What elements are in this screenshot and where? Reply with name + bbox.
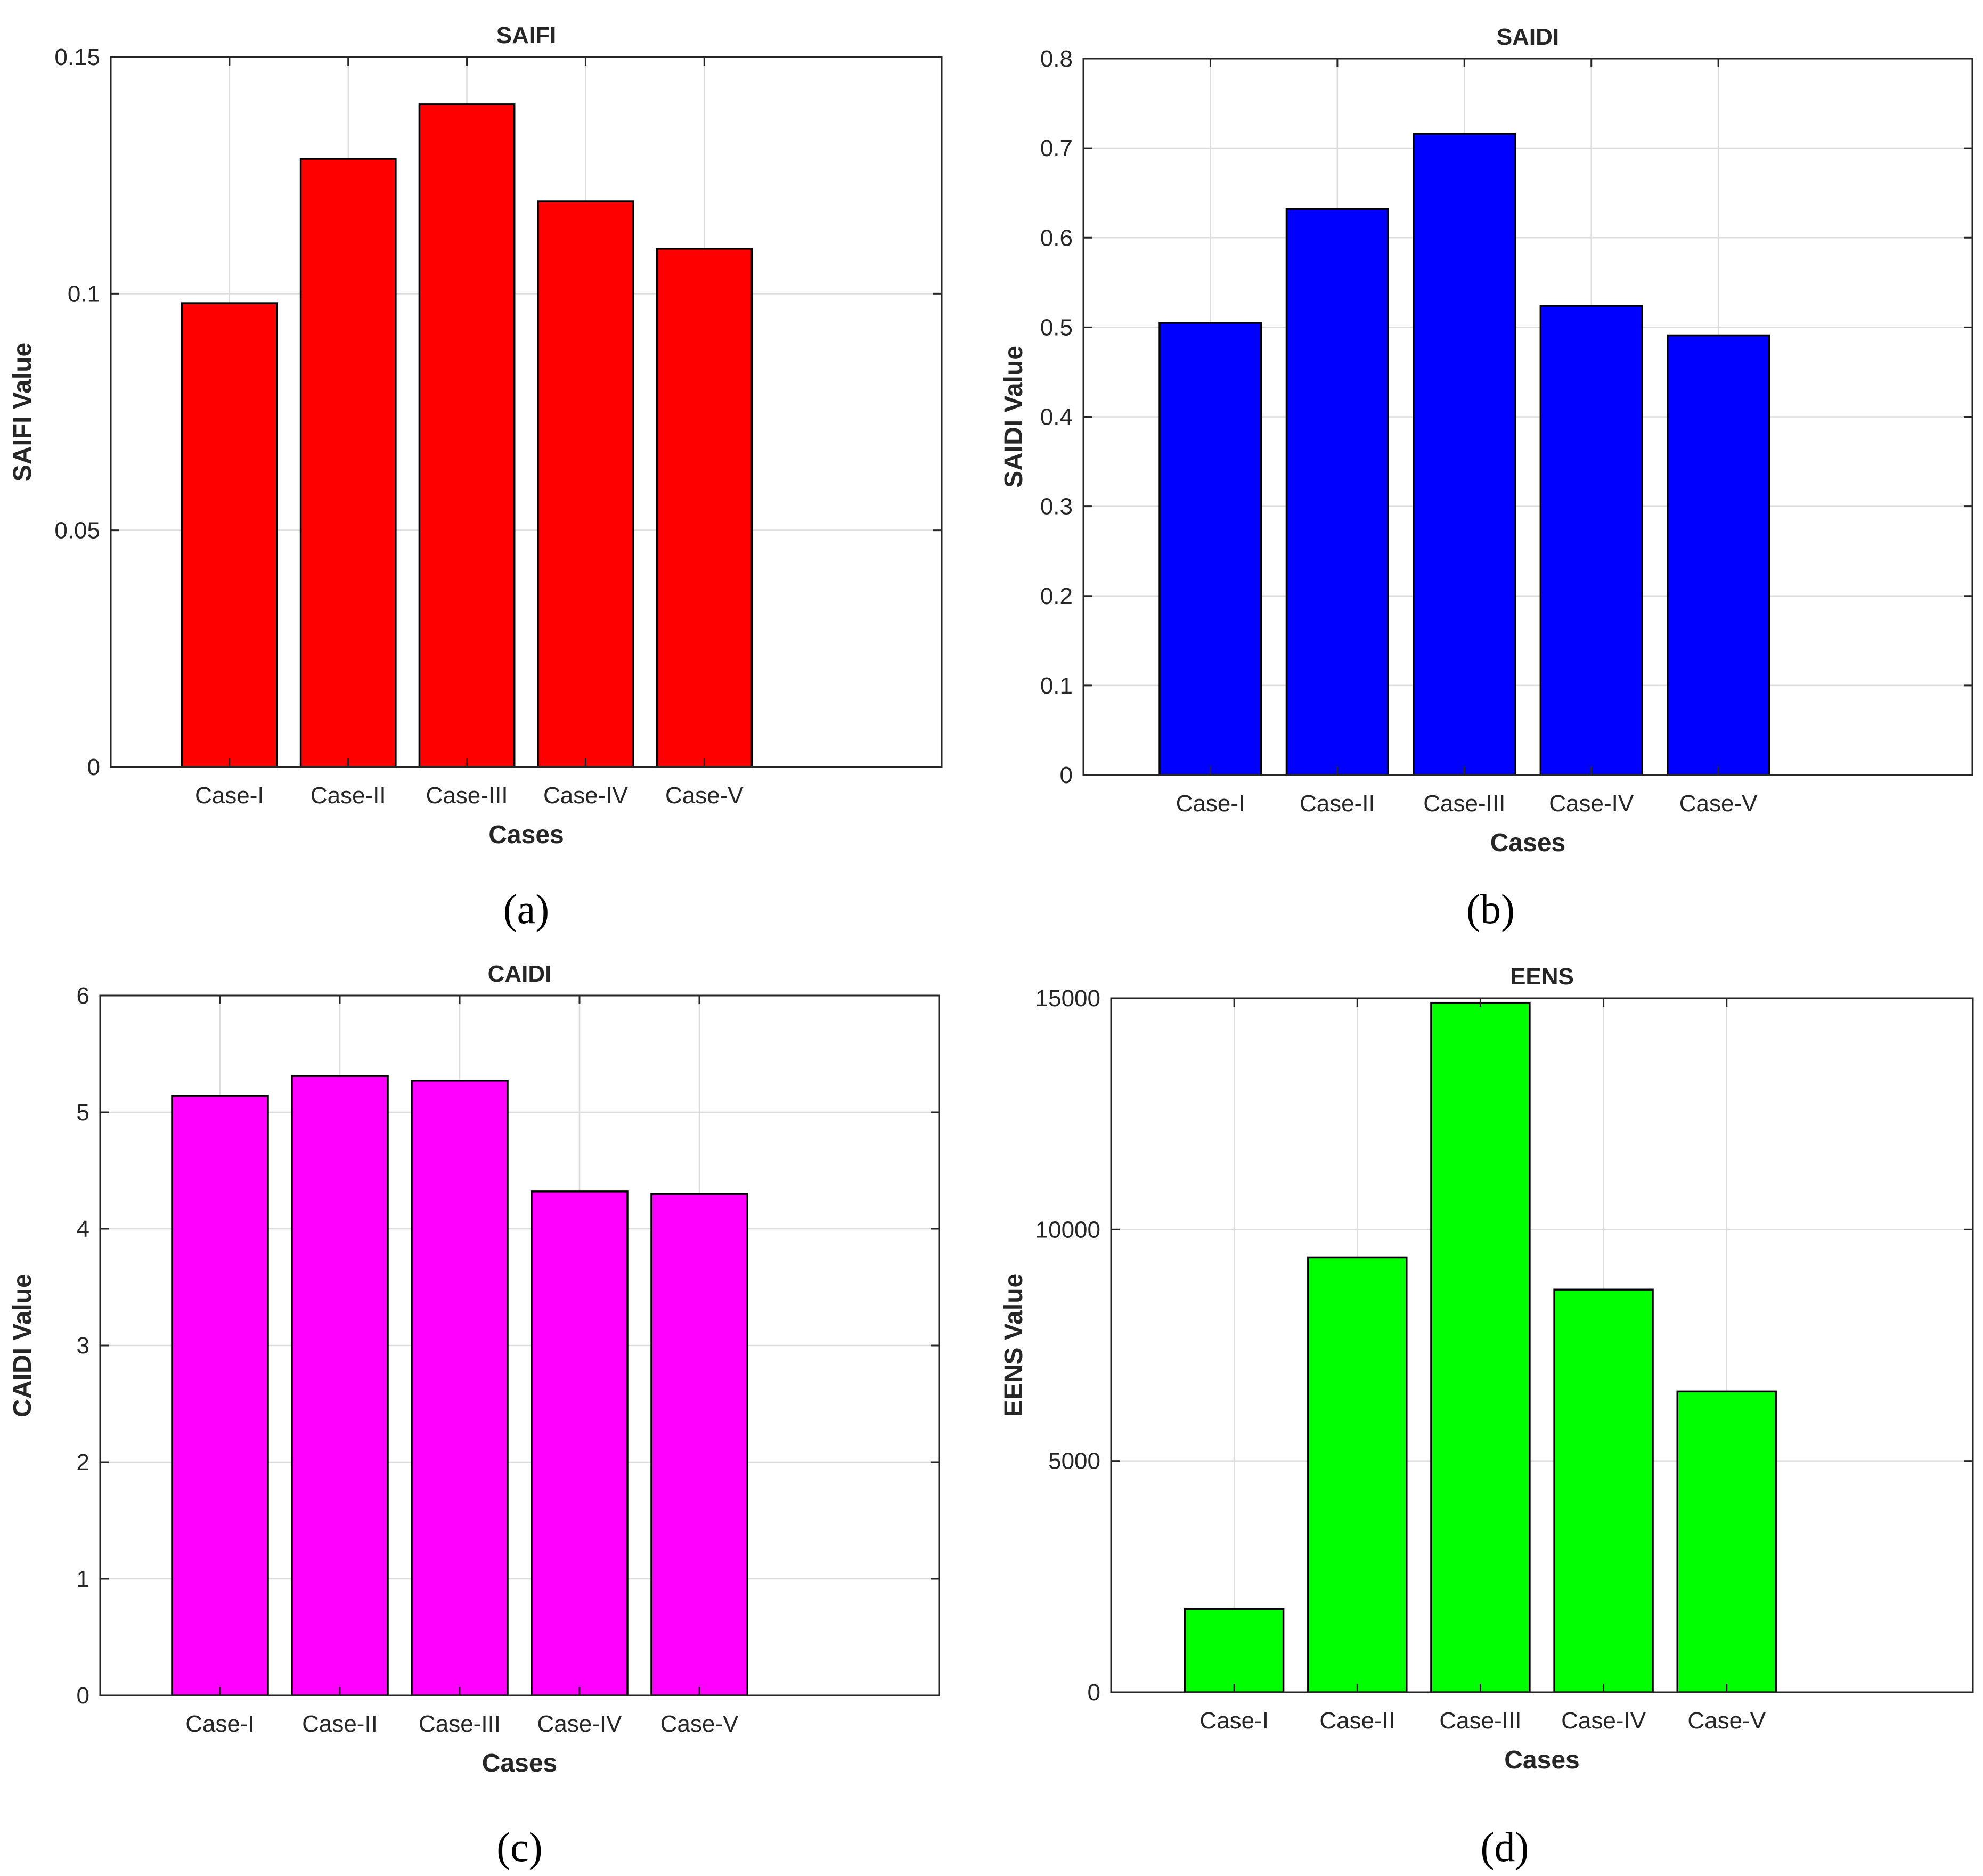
y-tick-label: 4 [77,1216,89,1242]
plot-frame [1110,997,1974,1693]
x-tick-label-case-ii: Case-II [302,1711,378,1737]
x-tick-label-case-iv: Case-IV [1561,1708,1646,1734]
chart-title: CAIDI [488,961,552,987]
y-tick-label: 2 [77,1449,89,1475]
y-axis-label: EENS Value [1000,1274,1028,1417]
y-axis-label: SAIDI Value [1000,346,1028,488]
y-tick-label: 1 [77,1566,89,1592]
y-tick-label: 0 [1060,762,1073,788]
y-tick-label: 5 [77,1099,89,1125]
y-tick-label: 0.5 [1040,314,1073,340]
x-tick-label-case-iii: Case-III [426,782,508,809]
bar-case-i [1184,1608,1285,1693]
bar-case-iv [1539,305,1643,776]
y-tick-label: 15000 [1035,985,1100,1012]
bar-case-v [1667,334,1770,776]
y-tick-label: 0.4 [1040,404,1073,430]
panel-caption: (b) [1466,886,1515,932]
x-tick-label-case-iii: Case-III [1423,790,1505,817]
bar-case-v [650,1193,748,1696]
bar-case-ii [1285,208,1389,776]
x-tick-label-case-iii: Case-III [1439,1708,1521,1734]
x-tick-label-case-iv: Case-IV [1549,790,1634,817]
y-tick-label: 0.8 [1040,46,1073,72]
bar-case-iii [418,103,516,768]
x-axis-label: Cases [1490,829,1565,857]
y-tick-label: 0 [1088,1679,1100,1706]
y-tick-label: 0 [77,1683,89,1709]
x-tick-label-case-v: Case-V [1687,1708,1766,1734]
y-tick-label: 0.7 [1040,135,1073,161]
chart-svg: 0 5000 10000 15000 Case-I Case-II Case-III Case… [1000,964,1974,1870]
y-tick-label: 0.6 [1040,225,1073,251]
x-axis-label: Cases [482,1749,557,1777]
bar-case-ii [299,158,397,768]
chart-panel-caidi: 0 1 2 3 4 5 6 Case-I Case-II Case-III Case-IV Case-… [0,938,991,1876]
panel-caption: (c) [496,1824,543,1870]
x-axis-label: Cases [488,821,564,849]
y-tick-label: 0.15 [54,44,100,70]
bar-case-iii [411,1080,509,1696]
bar-case-ii [1307,1256,1408,1693]
chart-svg: 0 1 2 3 4 5 6 Case-I Case-II Case-III Case-IV Case-… [9,961,940,1870]
y-tick-label: 6 [77,983,89,1009]
bar-case-iii [1430,1001,1531,1693]
bar-case-i [181,302,278,768]
bar-case-iv [537,200,634,768]
y-tick-label: 10000 [1035,1217,1100,1243]
bar-case-iii [1413,133,1516,776]
y-tick-label: 3 [77,1333,89,1359]
chart-svg: 0 0.1 0.2 0.3 0.4 0.5 0.6 0.7 0.8 Case-I Case-II Ca… [1000,24,1973,932]
x-tick-label-case-iv: Case-IV [537,1711,623,1737]
x-tick-label-case-i: Case-I [1176,790,1245,817]
y-tick-label: 0.1 [68,281,100,307]
x-tick-label-case-ii: Case-II [1319,1708,1395,1734]
y-tick-label: 5000 [1048,1448,1100,1474]
y-tick-label: 0.2 [1040,583,1073,609]
y-tick-label: 0.05 [54,518,100,544]
x-tick-label-case-v: Case-V [665,782,744,809]
chart-title: EENS [1510,964,1574,990]
y-axis-label: SAIFI Value [9,342,37,482]
panel-caption: (a) [503,886,550,932]
x-tick-label-case-i: Case-I [195,782,264,809]
bar-case-v [656,248,753,768]
chart-panel-saifi: 0 0.05 0.1 0.15 Case-I Case-II Case-III Case-IV… [0,0,991,938]
bar-case-iv [1553,1288,1654,1693]
x-tick-label-case-i: Case-I [185,1711,255,1737]
bar-case-iv [531,1190,629,1696]
x-tick-label-case-ii: Case-II [1300,790,1375,817]
y-tick-label: 0.1 [1040,673,1073,699]
x-tick-label-case-iv: Case-IV [543,782,629,809]
y-tick-label: 0 [87,754,100,780]
bar-case-ii [291,1075,389,1696]
chart-title: SAIDI [1497,24,1559,50]
x-tick-label-case-v: Case-V [660,1711,739,1737]
y-axis-label: CAIDI Value [9,1274,37,1417]
chart-title: SAIFI [496,22,556,48]
chart-svg: 0 0.05 0.1 0.15 Case-I Case-II Case-III Case-IV… [9,22,943,932]
bar-case-v [1676,1390,1777,1693]
x-tick-label-case-v: Case-V [1679,790,1758,817]
x-tick-label-case-ii: Case-II [311,782,386,809]
chart-panel-saidi: 0 0.1 0.2 0.3 0.4 0.5 0.6 0.7 0.8 Case-I Case-II Ca… [991,0,1982,938]
bar-case-i [1158,322,1262,776]
y-tick-label: 0.3 [1040,494,1073,520]
plot-frame [110,56,943,768]
x-tick-label-case-iii: Case-III [419,1711,501,1737]
chart-panel-eens: 0 5000 10000 15000 Case-I Case-II Case-III Case… [991,938,1982,1876]
x-tick-label-case-i: Case-I [1199,1708,1269,1734]
x-axis-label: Cases [1504,1746,1579,1774]
bar-case-i [171,1095,269,1696]
panel-caption: (d) [1481,1824,1529,1870]
